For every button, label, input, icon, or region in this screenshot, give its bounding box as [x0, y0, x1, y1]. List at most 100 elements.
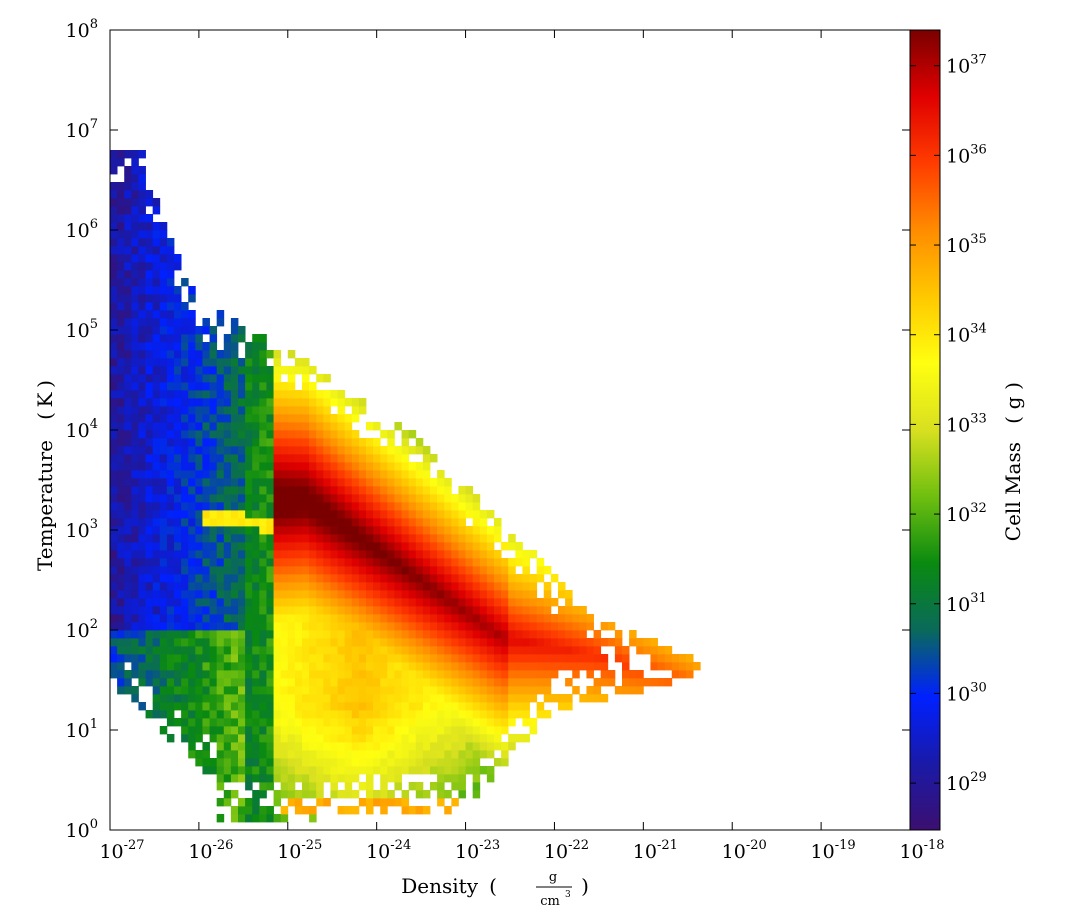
heatmap-cell	[309, 782, 317, 791]
heatmap-cell	[316, 502, 324, 511]
heatmap-cell	[280, 758, 289, 767]
heatmap-cell	[323, 566, 331, 575]
heatmap-cell	[209, 446, 218, 455]
heatmap-cell	[522, 614, 530, 623]
heatmap-cell	[309, 734, 317, 743]
heatmap-cell	[380, 782, 388, 791]
heatmap-cell	[302, 758, 310, 767]
heatmap-cell	[259, 790, 267, 799]
heatmap-cell	[280, 582, 289, 591]
heatmap-cell	[437, 470, 445, 479]
heatmap-cell	[330, 710, 338, 719]
heatmap-cell	[124, 614, 132, 623]
heatmap-cell	[394, 542, 402, 551]
heatmap-cell	[110, 294, 118, 303]
heatmap-cell	[252, 614, 260, 623]
heatmap-cell	[472, 494, 481, 503]
heatmap-cell	[280, 694, 289, 703]
heatmap-cell	[330, 446, 338, 455]
heatmap-cell	[252, 534, 260, 543]
heatmap-cell	[216, 694, 225, 703]
heatmap-cell	[238, 326, 246, 335]
heatmap-cell	[344, 606, 353, 615]
heatmap-cell	[209, 494, 218, 503]
heatmap-cell	[437, 790, 445, 799]
heatmap-cell	[316, 446, 324, 455]
heatmap-cell	[444, 718, 452, 727]
heatmap-cell	[323, 798, 331, 807]
heatmap-cell	[152, 422, 161, 431]
heatmap-cell	[230, 806, 239, 815]
heatmap-cell	[294, 686, 303, 695]
heatmap-cell	[430, 614, 438, 623]
heatmap-cell	[458, 670, 466, 679]
heatmap-cell	[131, 222, 139, 231]
heatmap-cell	[366, 422, 374, 431]
heatmap-cell	[458, 742, 466, 751]
heatmap-cell	[643, 638, 651, 647]
heatmap-cell	[273, 726, 282, 735]
heatmap-cell	[408, 654, 417, 663]
heatmap-cell	[245, 622, 253, 631]
heatmap-cell	[316, 790, 324, 799]
heatmap-cell	[138, 662, 146, 671]
heatmap-cell	[358, 526, 367, 535]
heatmap-cell	[323, 374, 331, 383]
heatmap-cell	[131, 550, 139, 559]
heatmap-cell	[287, 638, 296, 647]
heatmap-cell	[259, 502, 267, 511]
heatmap-cell	[238, 750, 246, 759]
heatmap-cell	[309, 502, 317, 511]
heatmap-cell	[607, 638, 616, 647]
heatmap-cell	[380, 750, 388, 759]
heatmap-cell	[323, 494, 331, 503]
heatmap-cell	[138, 294, 146, 303]
heatmap-cell	[344, 686, 353, 695]
heatmap-cell	[543, 678, 552, 687]
heatmap-cell	[223, 654, 232, 663]
heatmap-cell	[223, 798, 232, 807]
heatmap-cell	[373, 574, 381, 583]
heatmap-cell	[245, 558, 253, 567]
heatmap-cell	[344, 702, 353, 711]
heatmap-cell	[252, 486, 260, 495]
heatmap-cell	[195, 510, 203, 519]
heatmap-cell	[479, 646, 488, 655]
heatmap-cell	[522, 550, 530, 559]
heatmap-cell	[373, 454, 381, 463]
heatmap-cell	[245, 526, 253, 535]
heatmap-cell	[117, 606, 125, 615]
heatmap-cell	[522, 630, 530, 639]
heatmap-cell	[415, 718, 424, 727]
heatmap-cell	[472, 750, 481, 759]
heatmap-cell	[124, 510, 132, 519]
heatmap-cell	[138, 526, 146, 535]
heatmap-cell	[188, 750, 196, 759]
heatmap-cell	[195, 534, 203, 543]
heatmap-cell	[159, 318, 168, 327]
heatmap-cell	[166, 454, 175, 463]
heatmap-cell	[238, 726, 246, 735]
heatmap-cell	[501, 638, 509, 647]
heatmap-cell	[614, 686, 623, 695]
heatmap-cell	[138, 342, 146, 351]
x-unit-denominator: cm	[540, 894, 560, 909]
heatmap-cell	[166, 534, 175, 543]
heatmap-cell	[266, 606, 274, 615]
heatmap-cell	[131, 614, 139, 623]
heatmap-cell	[373, 422, 381, 431]
heatmap-cell	[479, 766, 488, 775]
heatmap-cell	[266, 654, 274, 663]
heatmap-cell	[344, 478, 353, 487]
heatmap-cell	[287, 438, 296, 447]
colorbar	[910, 30, 940, 830]
heatmap-cell	[330, 550, 338, 559]
heatmap-cell	[358, 614, 367, 623]
heatmap-cell	[494, 630, 502, 639]
heatmap-cell	[188, 326, 196, 335]
svg-text:(: (	[489, 874, 497, 898]
heatmap-cell	[202, 766, 210, 775]
heatmap-cell	[131, 150, 139, 159]
heatmap-cell	[451, 726, 459, 735]
heatmap-cell	[252, 438, 260, 447]
